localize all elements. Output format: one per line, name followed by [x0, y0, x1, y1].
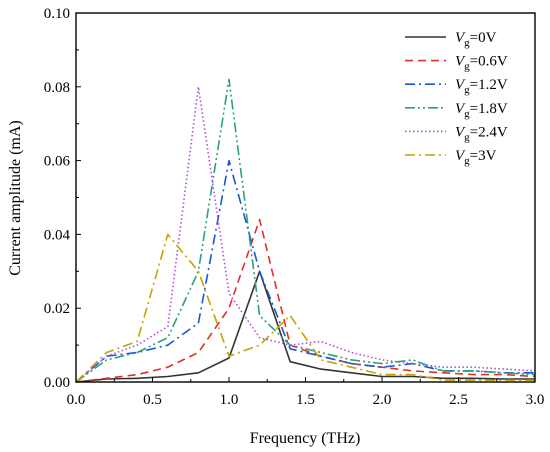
plot-layer — [75, 78, 536, 383]
y-tick-label: 0.02 — [44, 301, 70, 317]
x-axis-title: Frequency (THz) — [250, 430, 361, 447]
x-tick-label: 2.5 — [449, 392, 468, 408]
legend-label-0: Vg=0V — [455, 30, 497, 49]
axis-ticks: 0.0 0.5 1.0 1.5 2.0 2.5 3.0 0.00 0.02 0.04 0.06 0.0… — [44, 6, 545, 408]
series-line-1 — [75, 218, 536, 383]
legend: Vg=0V Vg=0.6V Vg=1.2V Vg=1.8V Vg=2.4V Vg=3V — [405, 30, 508, 167]
y-tick-label: 0.06 — [44, 154, 71, 170]
legend-label-2: Vg=1.2V — [455, 77, 508, 96]
x-tick-label: 1.5 — [296, 392, 315, 408]
y-tick-label: 0.00 — [44, 375, 70, 391]
y-tick-label: 0.04 — [44, 227, 71, 243]
x-tick-label: 2.0 — [373, 392, 392, 408]
series-line-3 — [75, 78, 536, 383]
x-tick-label: 0.5 — [143, 392, 162, 408]
legend-label-1: Vg=0.6V — [455, 54, 508, 73]
series-line-4 — [75, 86, 536, 383]
legend-label-3: Vg=1.8V — [455, 101, 508, 120]
legend-label-4: Vg=2.4V — [455, 124, 508, 143]
y-axis-title: Current amplitude (mA) — [7, 120, 24, 276]
x-tick-label: 3.0 — [526, 392, 545, 408]
legend-label-5: Vg=3V — [455, 148, 497, 167]
y-tick-label: 0.10 — [44, 6, 70, 22]
series-line-5 — [75, 233, 535, 383]
x-tick-label: 1.0 — [220, 392, 239, 408]
x-tick-label: 0.0 — [67, 392, 86, 408]
series-line-0 — [75, 270, 535, 383]
y-tick-label: 0.08 — [44, 80, 70, 96]
